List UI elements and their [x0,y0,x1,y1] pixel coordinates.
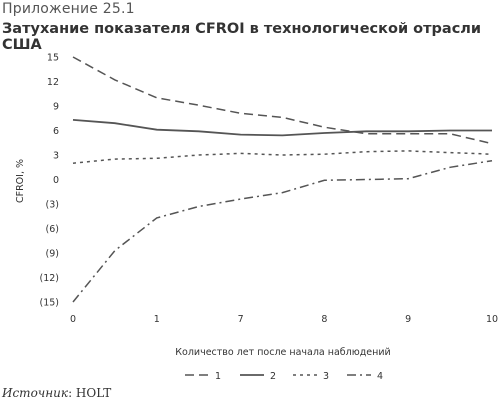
y-axis: 15 12 9 6 3 0 (3) (6) (9) (12) (15) [39,53,59,309]
x-tick-label: 10 [486,314,498,325]
series-line-2 [72,119,492,137]
legend-label-1: 1 [215,371,221,382]
x-tick-label: 7 [238,314,244,325]
series-lines [72,56,493,303]
x-axis-label: Количество лет после начала наблюдений [175,347,390,358]
series-line-4 [72,159,493,303]
source-note: Источник: HOLT [2,386,111,400]
series-line-3 [72,150,493,164]
x-tick-label: 9 [405,314,411,325]
y-axis-label: CFROI, % [15,159,26,203]
x-tick-label: 8 [321,314,327,325]
appendix-label: Приложение 25.1 [2,1,135,17]
y-tick-label: (15) [39,298,59,309]
source-label: Источник [2,386,69,400]
y-tick-label: (9) [46,249,59,260]
legend: 1 2 3 4 [185,371,383,382]
y-tick-label: 15 [47,53,59,64]
y-tick-label: 6 [53,126,59,137]
x-tick-label: 1 [154,314,160,325]
y-tick-label: 9 [53,102,59,113]
y-tick-label: (12) [39,273,59,284]
y-tick-label: 12 [47,77,59,88]
y-tick-label: (3) [46,200,59,211]
source-value: HOLT [75,386,112,400]
y-tick-label: 3 [53,151,59,162]
legend-label-3: 3 [323,371,329,382]
legend-label-2: 2 [270,371,276,382]
x-tick-label: 0 [70,314,76,325]
series-line-1 [72,56,493,145]
y-tick-label: (6) [46,224,59,235]
legend-label-4: 4 [377,371,383,382]
source-colon: : [68,386,76,400]
chart-title: Затухание показателя CFROI в технологиче… [2,21,482,53]
y-tick-label: 0 [53,175,59,186]
x-axis: 0 1 7 8 9 10 [70,314,498,325]
